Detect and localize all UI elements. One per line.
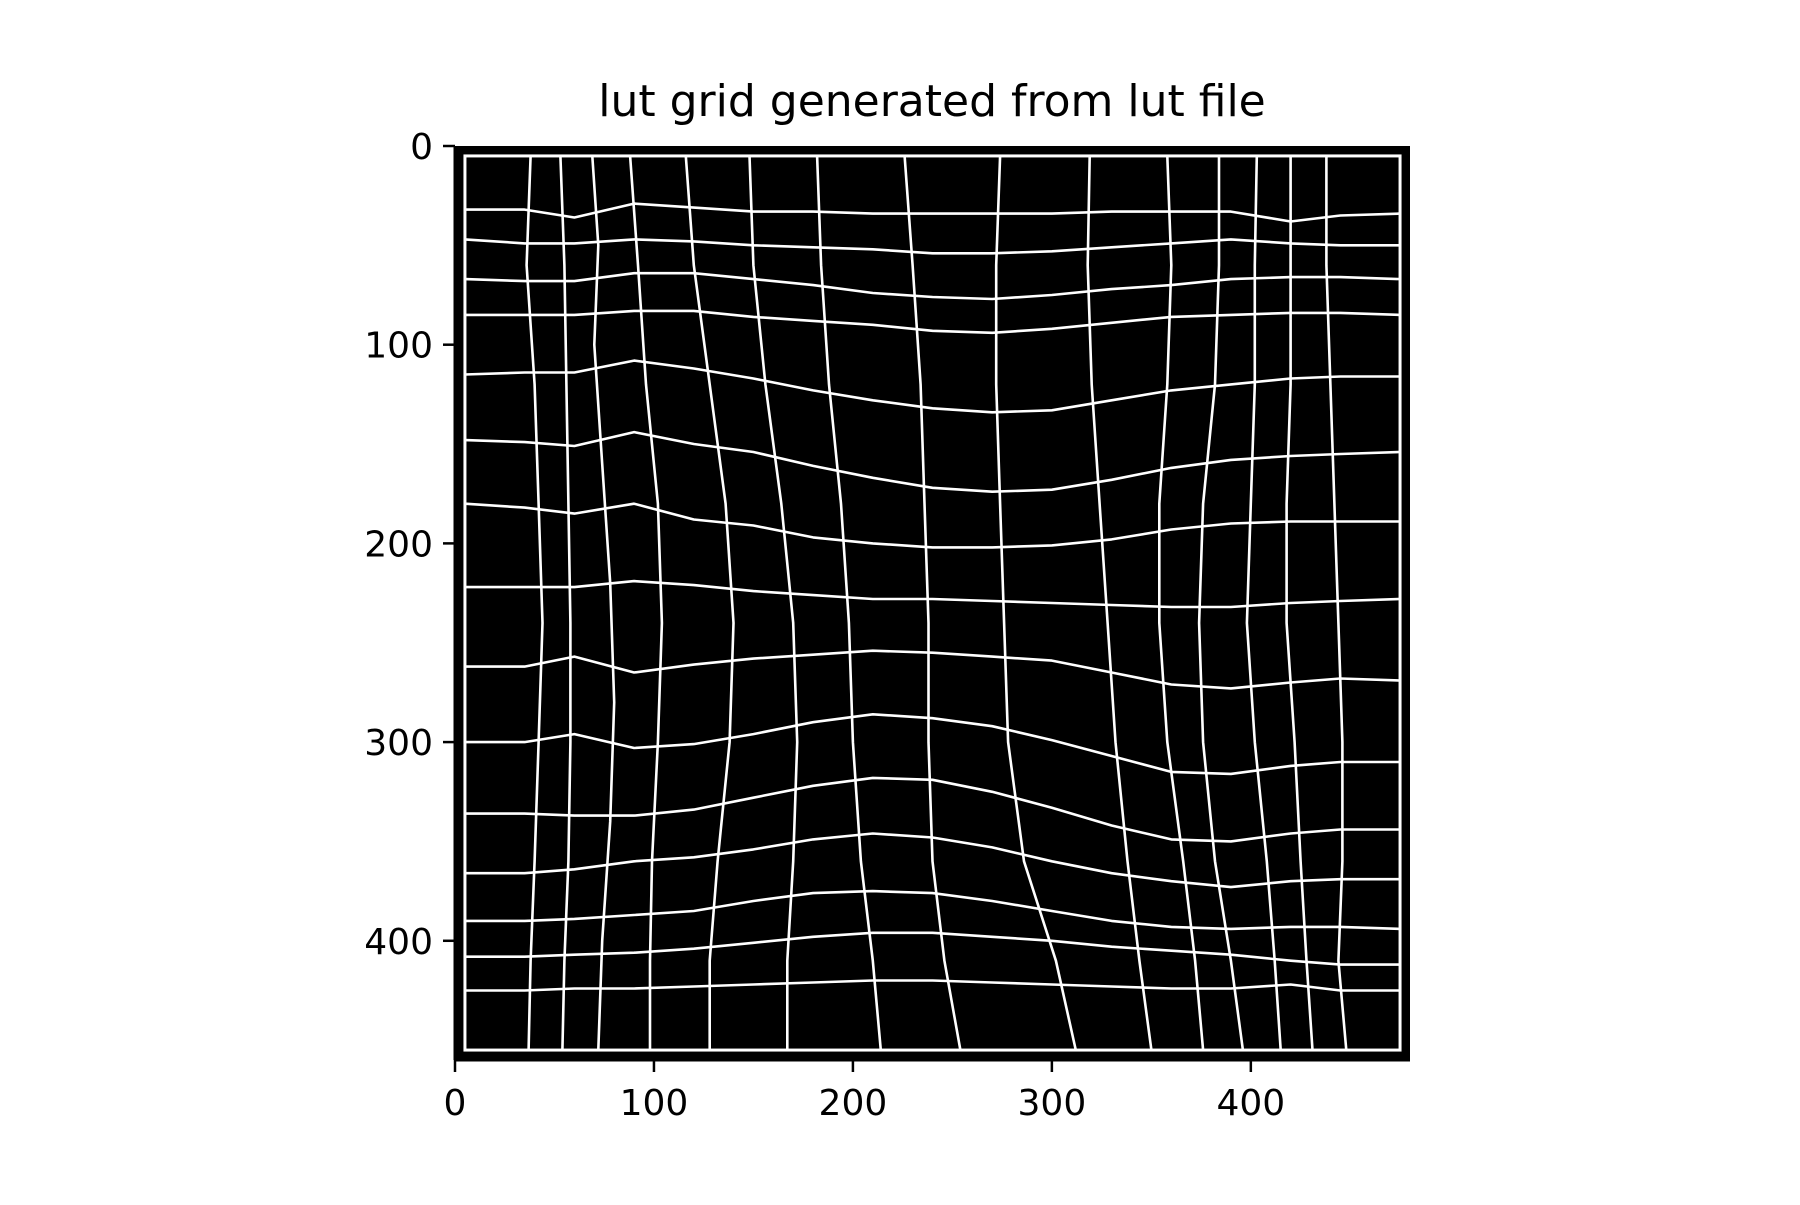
x-tick-label-100: 100 (620, 1083, 689, 1124)
grid-line-vertical-6 (748, 155, 799, 1051)
frame-border-line (463, 154, 1402, 1052)
y-tick-label-400: 400 (364, 922, 433, 963)
grid-line-vertical-10 (1086, 155, 1153, 1051)
y-tick-label-200: 200 (364, 524, 433, 565)
grid-line-vertical-12 (1197, 155, 1245, 1051)
grid-line-horizontal-8 (464, 579, 1401, 609)
y-tick-label-0: 0 (410, 127, 433, 168)
x-tick-label-200: 200 (819, 1083, 888, 1124)
grid-line-horizontal-14 (464, 931, 1401, 966)
x-tick-label-0: 0 (444, 1083, 467, 1124)
grid-line-horizontal-5 (464, 359, 1401, 414)
x-tick-label-300: 300 (1018, 1083, 1087, 1124)
grid-line-vertical-14 (1285, 155, 1314, 1051)
grid-line-vertical-8 (903, 155, 962, 1051)
y-tick-label-100: 100 (364, 326, 433, 367)
x-tick-label-400: 400 (1216, 1083, 1285, 1124)
grid-line-vertical-7 (815, 155, 883, 1051)
grid-line-horizontal-13 (464, 889, 1401, 931)
grid-line-vertical-11 (1158, 155, 1205, 1051)
grid-line-vertical-13 (1245, 155, 1282, 1051)
grid-line-horizontal-6 (464, 430, 1401, 494)
grid-line-vertical-5 (684, 155, 735, 1051)
y-tick-label-300: 300 (364, 723, 433, 764)
grid-line-horizontal-4 (464, 309, 1401, 335)
grid-line-vertical-2 (559, 155, 572, 1051)
grid-line-horizontal-11 (464, 776, 1401, 843)
grid-line-vertical-9 (994, 155, 1078, 1051)
grid-line-vertical-4 (628, 155, 664, 1051)
grid-line-horizontal-2 (464, 238, 1401, 255)
chart-title: lut grid generated from lut file (598, 76, 1266, 127)
grid-line-vertical-3 (591, 155, 616, 1051)
grid-line-horizontal-15 (464, 979, 1401, 992)
grid-line-vertical-15 (1325, 155, 1348, 1051)
grid-line-horizontal-3 (464, 271, 1401, 301)
grid-line-vertical-1 (525, 155, 544, 1051)
grid-line-horizontal-10 (464, 712, 1401, 776)
image-background (455, 146, 1410, 1060)
grid-line-horizontal-1 (464, 202, 1401, 223)
lut-grid-lines (463, 154, 1402, 1052)
axes: 0 100 200 300 400 0 100 200 300 400 (364, 127, 1410, 1124)
